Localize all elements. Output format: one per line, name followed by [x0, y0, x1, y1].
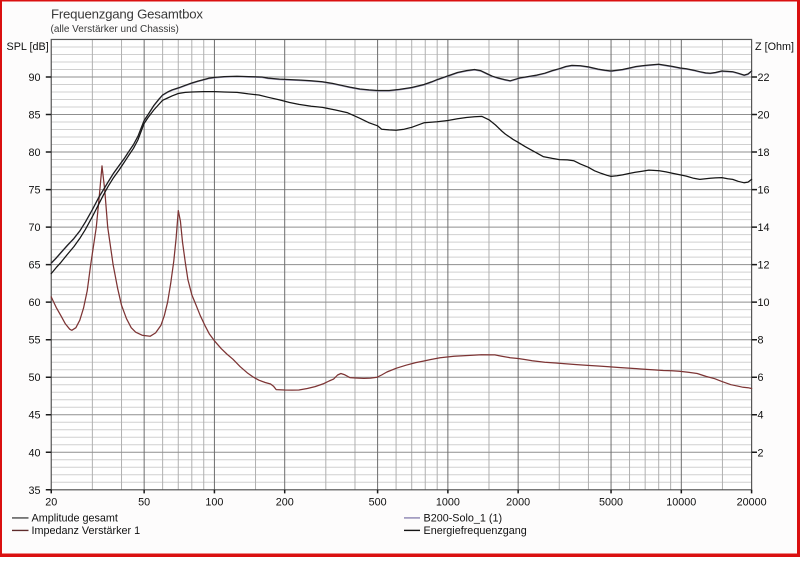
- svg-text:70: 70: [28, 222, 40, 234]
- svg-text:65: 65: [28, 260, 40, 272]
- svg-text:10: 10: [758, 297, 770, 309]
- svg-text:75: 75: [28, 185, 40, 197]
- svg-text:Z [Ohm]: Z [Ohm]: [755, 41, 794, 53]
- svg-text:Amplitude gesamt: Amplitude gesamt: [32, 512, 118, 524]
- svg-text:10000: 10000: [666, 497, 696, 509]
- svg-text:4: 4: [758, 410, 764, 422]
- svg-text:6: 6: [758, 372, 764, 384]
- svg-text:8: 8: [758, 335, 764, 347]
- svg-text:45: 45: [28, 410, 40, 422]
- svg-text:18: 18: [758, 147, 770, 159]
- svg-text:100: 100: [205, 497, 223, 509]
- svg-text:85: 85: [28, 110, 40, 122]
- svg-text:Frequenzgang Gesamtbox: Frequenzgang Gesamtbox: [51, 7, 203, 22]
- svg-text:35: 35: [28, 485, 40, 497]
- svg-text:Impedanz Verstärker 1: Impedanz Verstärker 1: [32, 525, 141, 537]
- svg-text:(alle Verstärker und Chassis): (alle Verstärker und Chassis): [51, 24, 179, 35]
- svg-text:5000: 5000: [599, 497, 623, 509]
- svg-text:50: 50: [138, 497, 150, 509]
- svg-text:60: 60: [28, 297, 40, 309]
- svg-text:2: 2: [758, 447, 764, 459]
- svg-text:Energiefrequenzgang: Energiefrequenzgang: [424, 525, 527, 537]
- svg-text:16: 16: [758, 185, 770, 197]
- svg-text:14: 14: [758, 222, 770, 234]
- svg-text:80: 80: [28, 147, 40, 159]
- svg-text:SPL [dB]: SPL [dB]: [7, 41, 49, 53]
- svg-text:20: 20: [45, 497, 57, 509]
- svg-text:90: 90: [28, 72, 40, 84]
- svg-text:1000: 1000: [436, 497, 460, 509]
- svg-text:200: 200: [276, 497, 294, 509]
- svg-text:500: 500: [369, 497, 387, 509]
- svg-text:2000: 2000: [506, 497, 530, 509]
- svg-text:B200-Solo_1 (1): B200-Solo_1 (1): [424, 512, 503, 524]
- svg-text:20000: 20000: [737, 497, 767, 509]
- svg-text:55: 55: [28, 335, 40, 347]
- svg-text:40: 40: [28, 447, 40, 459]
- svg-text:20: 20: [758, 110, 770, 122]
- svg-text:22: 22: [758, 72, 770, 84]
- svg-text:12: 12: [758, 260, 770, 272]
- svg-text:50: 50: [28, 372, 40, 384]
